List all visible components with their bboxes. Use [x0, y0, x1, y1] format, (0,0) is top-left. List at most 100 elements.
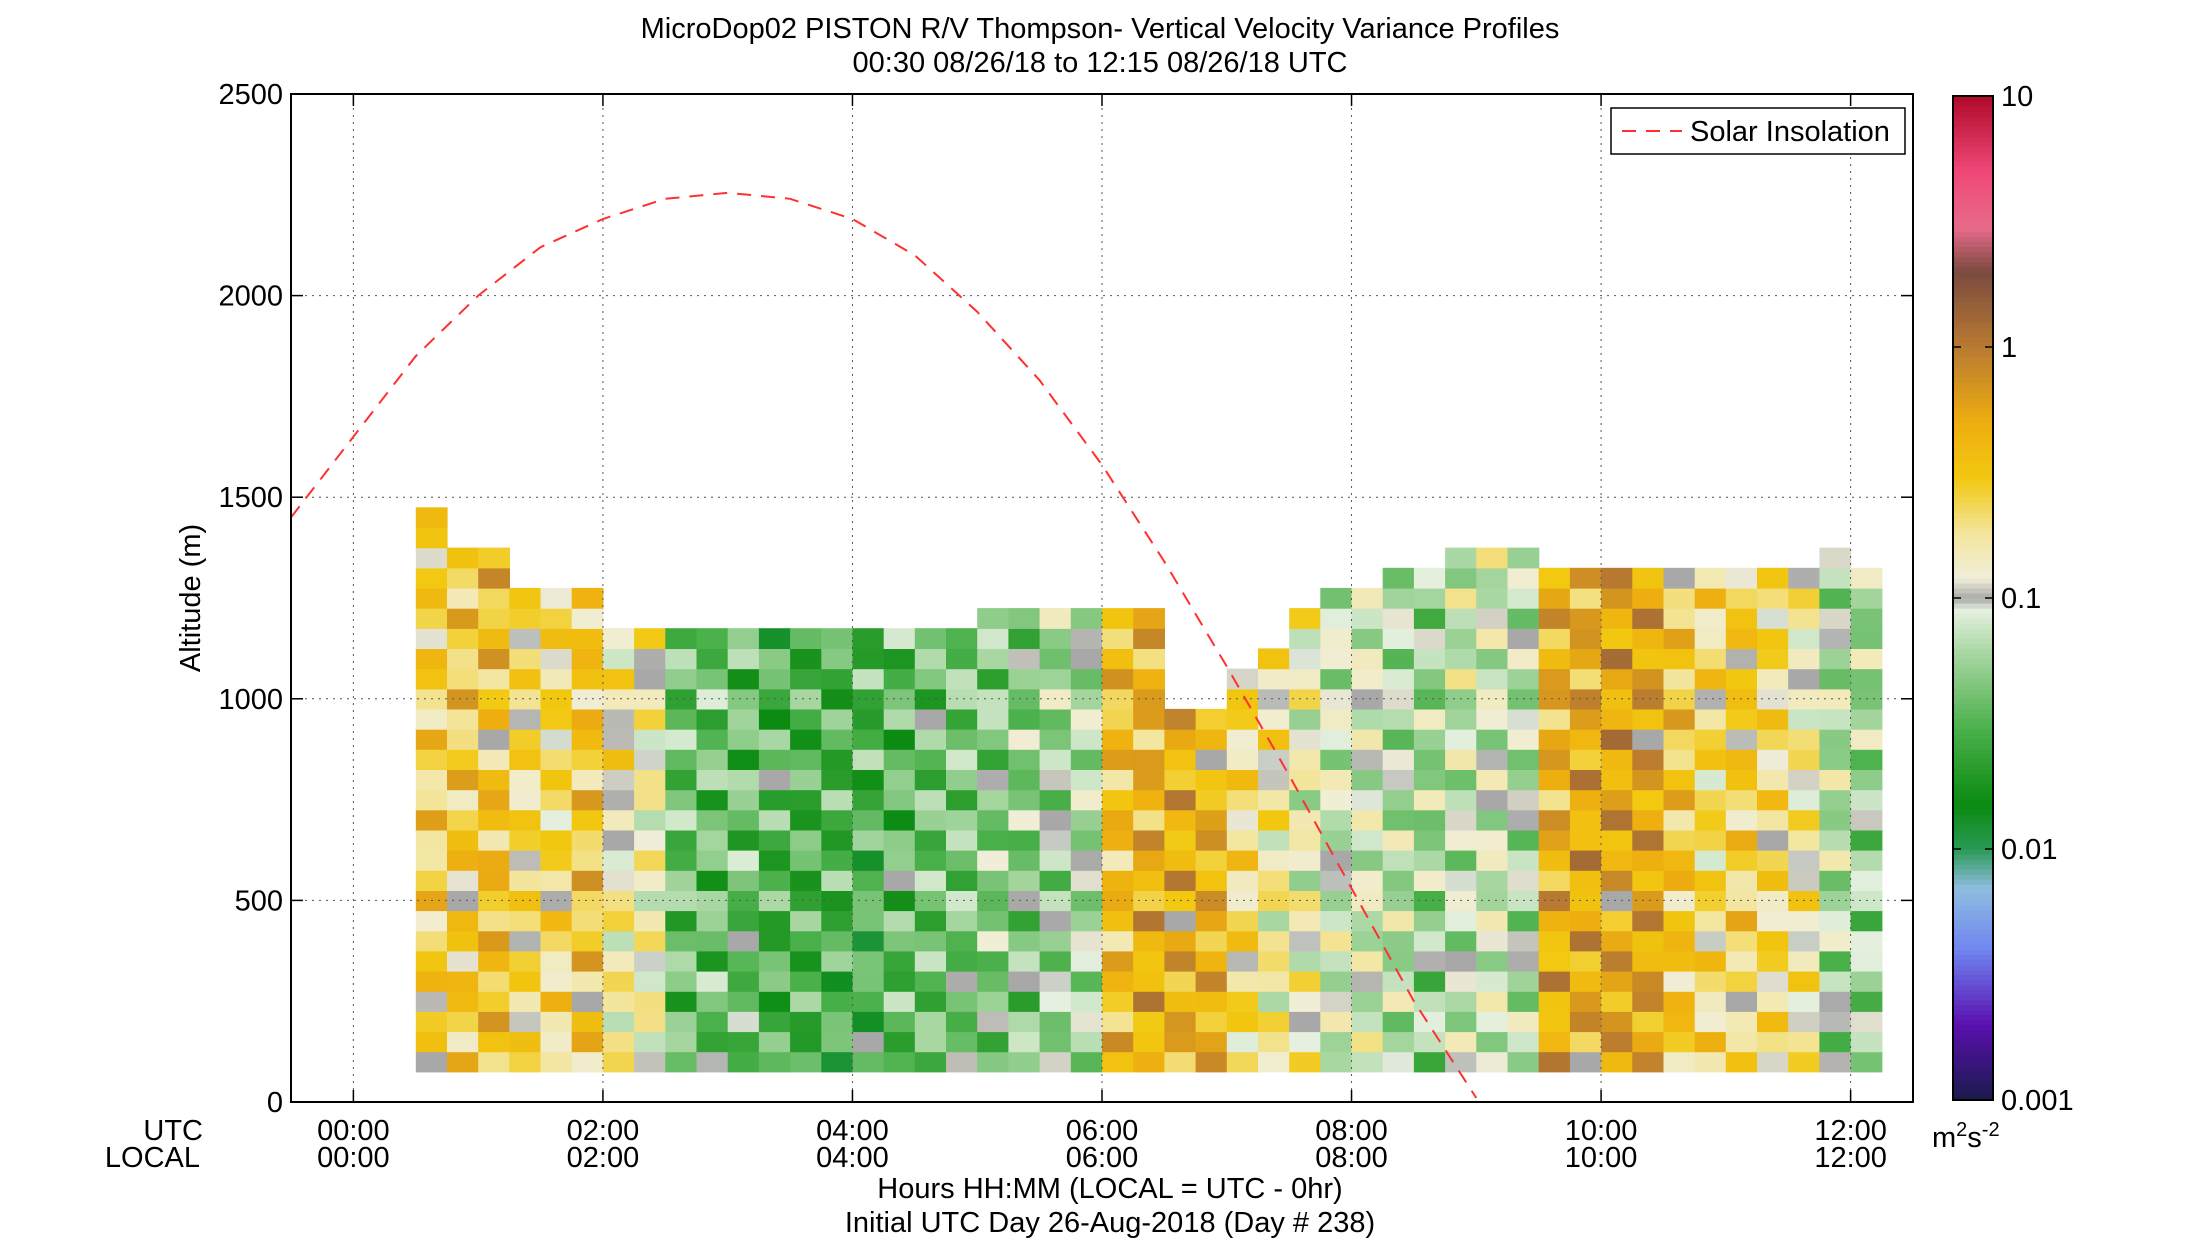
colorbar-swatch [1953, 869, 1993, 875]
heatmap-cell [1788, 910, 1820, 932]
colorbar-ticks: 0.001 0.01 0.1 1 10 [1953, 81, 2074, 1117]
heatmap-cell [1569, 567, 1602, 589]
heatmap-cell [1757, 668, 1789, 690]
heatmap-cell [821, 648, 854, 670]
heatmap-cell [1476, 688, 1509, 710]
heatmap-cell [1413, 708, 1446, 730]
heatmap-cell [914, 648, 947, 670]
heatmap-cell [1538, 829, 1571, 851]
heatmap-cell [1757, 829, 1789, 851]
heatmap-cell [852, 890, 885, 912]
heatmap-cell [1538, 668, 1571, 690]
heatmap-cell [727, 971, 760, 992]
heatmap-cell [1788, 648, 1820, 670]
heatmap-cell [758, 809, 791, 831]
heatmap-cell [1070, 789, 1103, 811]
colorbar-swatch [1953, 592, 1993, 599]
heatmap-cell [727, 749, 760, 770]
heatmap-cell [509, 769, 542, 791]
heatmap-cell [1351, 769, 1384, 791]
heatmap-cell [1788, 668, 1820, 690]
heatmap-cell [571, 668, 604, 690]
heatmap-cell [1226, 991, 1259, 1012]
heatmap-cell [1819, 708, 1852, 730]
heatmap-cell [1725, 1051, 1758, 1073]
heatmap-cell [1757, 729, 1789, 750]
heatmap-cell [602, 789, 635, 811]
heatmap-cell [1320, 930, 1353, 952]
heatmap-cell [1538, 789, 1571, 811]
heatmap-cell [790, 971, 822, 992]
heatmap-cell [1102, 1031, 1134, 1053]
heatmap-cell [1632, 648, 1665, 670]
heatmap-cell [758, 910, 791, 932]
heatmap-cell [1476, 910, 1509, 932]
heatmap-cell [946, 870, 978, 891]
heatmap-cell [1819, 648, 1852, 670]
heatmap-cell [883, 1051, 916, 1073]
heatmap-cell [1102, 809, 1134, 831]
heatmap-cell [1476, 890, 1509, 912]
colorbar-swatch [1953, 899, 1993, 905]
heatmap-cell [1320, 729, 1353, 750]
colorbar-swatch [1953, 1019, 1993, 1026]
heatmap-cell [509, 729, 542, 750]
colorbar-swatch [1953, 281, 1993, 288]
heatmap-cell [852, 729, 885, 750]
heatmap-cell [696, 769, 729, 791]
heatmap-cell [914, 668, 947, 690]
heatmap-cell [1008, 608, 1041, 629]
heatmap-cell [1445, 1011, 1477, 1033]
heatmap-cell [1507, 769, 1540, 791]
colorbar-swatch [1953, 577, 1993, 584]
heatmap-cell [1569, 1051, 1602, 1073]
heatmap-cell [1632, 587, 1665, 609]
heatmap-cell [415, 769, 448, 791]
heatmap-cell [821, 729, 854, 750]
heatmap-cell [790, 769, 822, 791]
colorbar-swatch [1953, 417, 1993, 423]
heatmap-cell [1039, 950, 1072, 972]
colorbar-swatch [1953, 547, 1993, 554]
colorbar-swatch [1953, 146, 1993, 152]
colorbar-swatch [1953, 648, 1993, 654]
heatmap-cell [790, 1031, 822, 1053]
heatmap-cell [727, 930, 760, 952]
heatmap-cell [571, 729, 604, 750]
heatmap-cell [1507, 1011, 1540, 1033]
heatmap-cell [1070, 991, 1103, 1012]
heatmap-cell [447, 547, 479, 569]
colorbar-swatch [1953, 1049, 1993, 1056]
colorbar-swatch [1953, 246, 1993, 253]
colorbar-swatch [1953, 131, 1993, 137]
heatmap-cell [1102, 930, 1134, 952]
heatmap-cell [1413, 608, 1446, 629]
heatmap-cell [696, 971, 729, 992]
heatmap-cell [1039, 930, 1072, 952]
heatmap-cell [946, 688, 978, 710]
heatmap-cell [1663, 971, 1696, 992]
colorbar-swatch [1953, 1054, 1993, 1061]
heatmap-cell [727, 668, 760, 690]
heatmap-cell [1538, 749, 1571, 770]
heatmap-cell [1538, 850, 1571, 871]
colorbar-swatch [1953, 994, 1993, 1001]
heatmap-cell [509, 628, 542, 649]
heatmap-cell [1289, 688, 1321, 710]
heatmap-cell [1694, 729, 1727, 750]
heatmap-cell [1320, 850, 1353, 871]
colorbar-swatch [1953, 507, 1993, 514]
heatmap-cell [1070, 729, 1103, 750]
heatmap-cell [602, 991, 635, 1012]
heatmap-cell [1039, 971, 1072, 992]
heatmap-cell [1663, 829, 1696, 851]
x-row-label-local: LOCAL [105, 1142, 200, 1174]
heatmap-cell [1788, 930, 1820, 952]
heatmap-cell [1070, 608, 1103, 629]
heatmap-cell [1538, 608, 1571, 629]
heatmap-cell [1226, 1011, 1259, 1033]
heatmap-cell [1039, 1011, 1072, 1033]
heatmap-cell [1164, 1051, 1197, 1073]
heatmap-cell [1757, 950, 1789, 972]
colorbar-swatch [1953, 532, 1993, 539]
